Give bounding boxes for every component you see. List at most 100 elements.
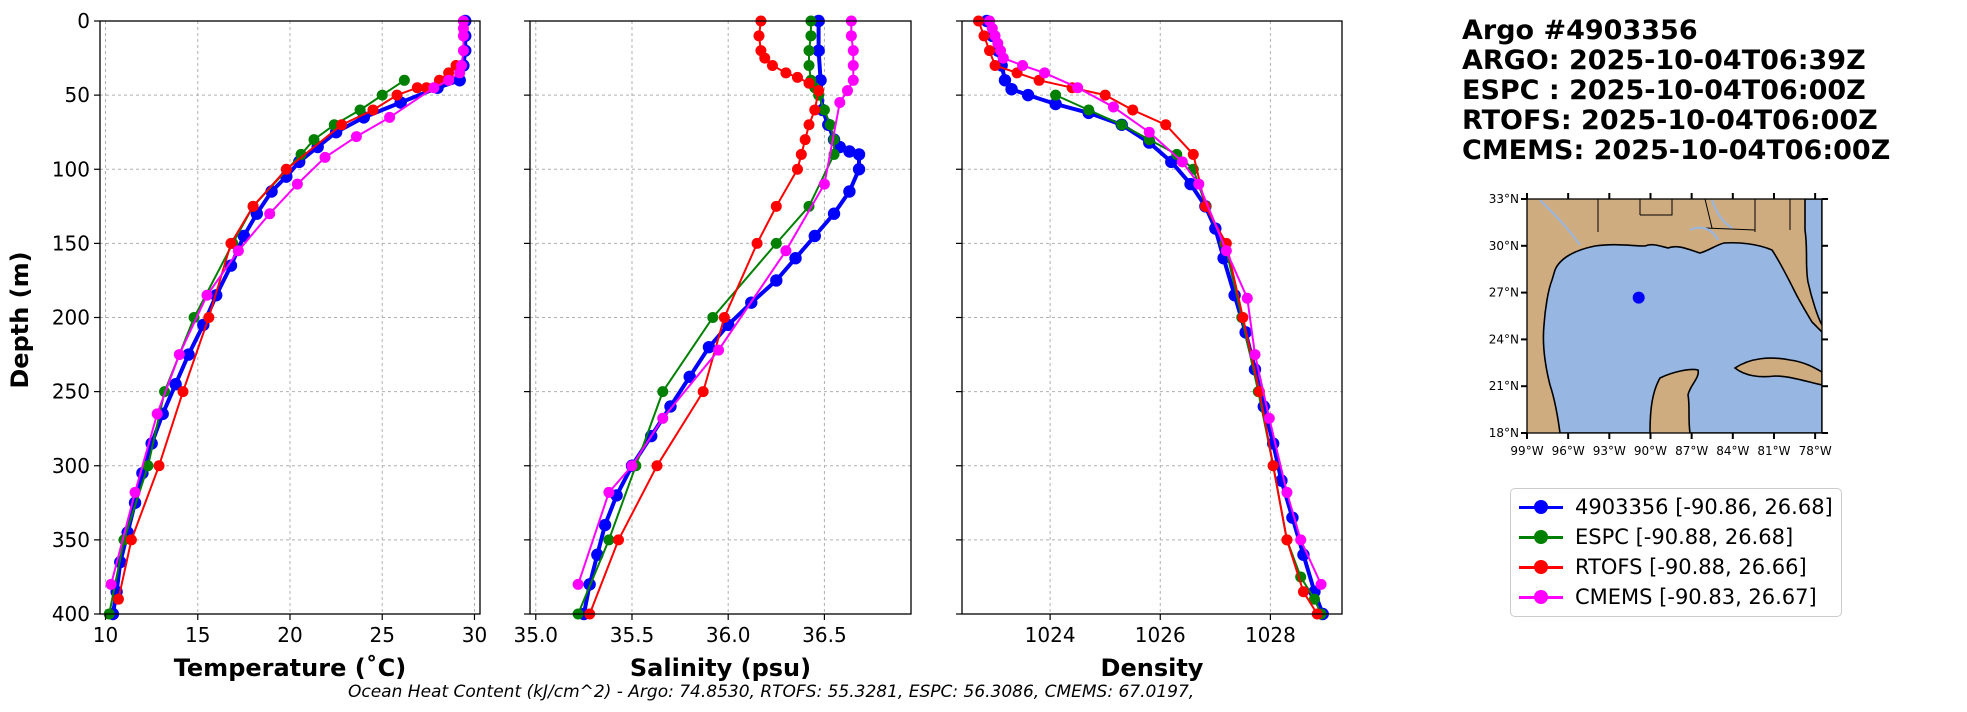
data-point-espc — [657, 386, 669, 398]
legend-label-argo: 4903356 [-90.86, 26.68] — [1575, 495, 1833, 519]
gulf-water — [1542, 241, 1822, 433]
data-point-rtofs — [1099, 89, 1111, 101]
cmems-time: CMEMS: 2025-10-04T06:00Z — [1462, 135, 1891, 166]
data-point-cmems — [443, 74, 455, 86]
data-point-argo — [852, 163, 866, 176]
series-line-cmems — [988, 20, 1323, 585]
map-lat-label: 18°N — [1489, 426, 1519, 440]
data-point-rtofs — [984, 45, 996, 57]
data-point-argo — [789, 252, 802, 265]
data-point-rtofs — [753, 30, 765, 42]
legend-item-espc: ESPC [-90.88, 26.68] — [1519, 523, 1793, 551]
data-point-cmems — [847, 59, 859, 71]
x-tick-label: 35.5 — [610, 623, 655, 647]
map-lon-label: 81°W — [1757, 444, 1790, 458]
cuba-island — [1733, 357, 1822, 386]
data-point-cmems — [1193, 178, 1205, 190]
data-point-cmems — [291, 178, 303, 190]
data-point-cmems — [232, 245, 244, 257]
data-point-rtofs — [1281, 534, 1293, 546]
data-point-cmems — [842, 85, 853, 97]
data-point-cmems — [1315, 578, 1327, 590]
data-point-rtofs — [1160, 119, 1172, 131]
data-point-rtofs — [411, 82, 423, 94]
y-tick-label: 400 — [52, 602, 90, 626]
data-point-rtofs — [770, 200, 782, 212]
data-point-espc — [818, 104, 830, 116]
data-point-rtofs — [803, 77, 815, 89]
data-point-argo — [182, 348, 195, 361]
state-borders — [1597, 199, 1791, 232]
data-point-espc — [1308, 593, 1320, 605]
x-axis-title: Salinity (psu) — [630, 654, 811, 682]
data-point-rtofs — [799, 134, 811, 146]
float-id-title: Argo #4903356 — [1462, 15, 1698, 46]
data-point-argo — [852, 148, 866, 161]
legend-marker-cmems — [1519, 583, 1563, 611]
data-point-cmems — [1220, 245, 1232, 257]
data-point-cmems — [1039, 67, 1051, 79]
x-tick-label: 1026 — [1135, 623, 1186, 647]
temperature-panel: 10 15 20 25 30050100150200250300350400Temper… — [52, 9, 487, 682]
data-point-cmems — [1017, 59, 1029, 71]
legend-marker-rtofs — [1519, 553, 1563, 581]
data-point-rtofs — [989, 59, 1001, 71]
espc-time: ESPC : 2025-10-04T06:00Z — [1462, 75, 1866, 106]
data-point-rtofs — [177, 386, 189, 398]
legend-item-cmems: CMEMS [-90.83, 26.67] — [1519, 583, 1817, 611]
data-point-rtofs — [1187, 148, 1199, 160]
data-point-espc — [1116, 119, 1128, 131]
data-point-argo — [683, 370, 696, 383]
x-tick-label: 25 — [370, 623, 395, 647]
data-point-espc — [308, 134, 320, 146]
map-lon-label: 87°W — [1675, 444, 1708, 458]
data-point-espc — [398, 74, 410, 86]
data-point-cmems — [847, 45, 859, 57]
data-point-rtofs — [336, 119, 348, 131]
data-point-cmems — [1281, 486, 1293, 498]
data-point-cmems — [834, 97, 846, 109]
x-tick-label: 30 — [462, 623, 487, 647]
data-point-cmems — [457, 45, 469, 57]
series-line-espc — [108, 79, 405, 615]
data-point-espc — [354, 104, 366, 116]
data-point-espc — [142, 460, 154, 472]
data-point-rtofs — [1237, 312, 1249, 323]
y-tick-label: 300 — [52, 454, 90, 478]
data-point-cmems — [847, 74, 859, 86]
data-point-rtofs — [1127, 104, 1139, 116]
data-point-rtofs — [280, 163, 292, 175]
legend-marker-argo — [1519, 493, 1563, 521]
x-tick-label: 1024 — [1025, 623, 1076, 647]
data-point-rtofs — [795, 148, 807, 160]
data-point-espc — [805, 30, 817, 42]
y-tick-label: 150 — [52, 231, 90, 255]
data-point-espc — [770, 237, 782, 249]
x-tick-label: 35.0 — [514, 623, 559, 647]
data-point-cmems — [845, 30, 857, 42]
data-point-rtofs — [809, 104, 821, 116]
river-lines — [1539, 199, 1733, 246]
depth-axis-label: Depth (m) — [6, 251, 34, 388]
x-tick-label: 1028 — [1245, 623, 1296, 647]
x-tick-label: 20 — [277, 623, 302, 647]
y-tick-label: 0 — [77, 9, 90, 33]
data-point-rtofs — [813, 85, 825, 97]
data-point-cmems — [1241, 292, 1253, 304]
data-point-argo — [812, 44, 825, 57]
argo-time: ARGO: 2025-10-04T06:39Z — [1462, 45, 1866, 76]
data-point-cmems — [572, 578, 584, 590]
data-point-argo — [1184, 177, 1197, 191]
data-point-rtofs — [112, 593, 124, 605]
data-point-rtofs — [791, 163, 803, 175]
legend-item-rtofs: RTOFS [-90.88, 26.66] — [1519, 553, 1807, 581]
data-point-cmems — [129, 486, 141, 498]
legend: 4903356 [-90.86, 26.68] ESPC [-90.88, 26… — [1510, 488, 1842, 617]
data-point-rtofs — [791, 71, 803, 83]
data-point-rtofs — [751, 237, 763, 249]
data-point-cmems — [713, 344, 725, 356]
data-point-espc — [1050, 89, 1062, 101]
map-lon-label: 90°W — [1634, 444, 1667, 458]
data-point-rtofs — [247, 200, 259, 212]
data-point-argo — [998, 74, 1012, 87]
